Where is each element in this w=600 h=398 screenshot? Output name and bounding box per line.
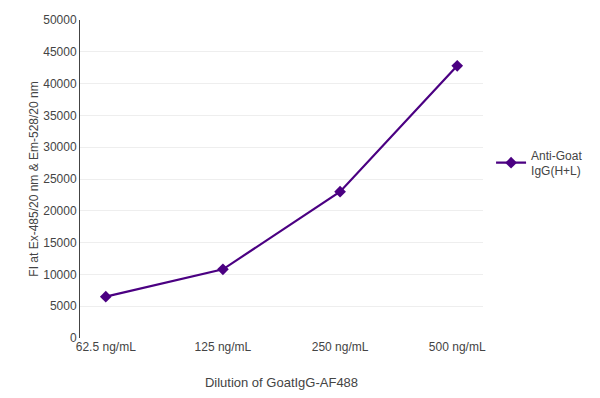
svg-text:30000: 30000 — [43, 140, 77, 154]
svg-text:40000: 40000 — [43, 77, 77, 91]
svg-text:50000: 50000 — [43, 13, 77, 27]
svg-text:FI at Ex-485/20 nm & Em-528/20: FI at Ex-485/20 nm & Em-528/20 nm — [27, 81, 41, 276]
svg-text:10000: 10000 — [43, 268, 77, 282]
svg-text:Dilution of GoatIgG-AF488: Dilution of GoatIgG-AF488 — [205, 375, 358, 390]
svg-text:250 ng/mL: 250 ng/mL — [312, 340, 369, 354]
svg-text:125 ng/mL: 125 ng/mL — [195, 340, 252, 354]
svg-text:5000: 5000 — [50, 299, 77, 313]
svg-text:62.5 ng/mL: 62.5 ng/mL — [76, 340, 136, 354]
svg-text:35000: 35000 — [43, 109, 77, 123]
svg-text:0: 0 — [70, 331, 77, 345]
svg-text:25000: 25000 — [43, 172, 77, 186]
svg-text:15000: 15000 — [43, 236, 77, 250]
svg-text:45000: 45000 — [43, 45, 77, 59]
svg-text:500 ng/mL: 500 ng/mL — [429, 340, 486, 354]
svg-text:20000: 20000 — [43, 204, 77, 218]
svg-text:Anti-GoatIgG(H+L): Anti-GoatIgG(H+L) — [531, 149, 582, 179]
